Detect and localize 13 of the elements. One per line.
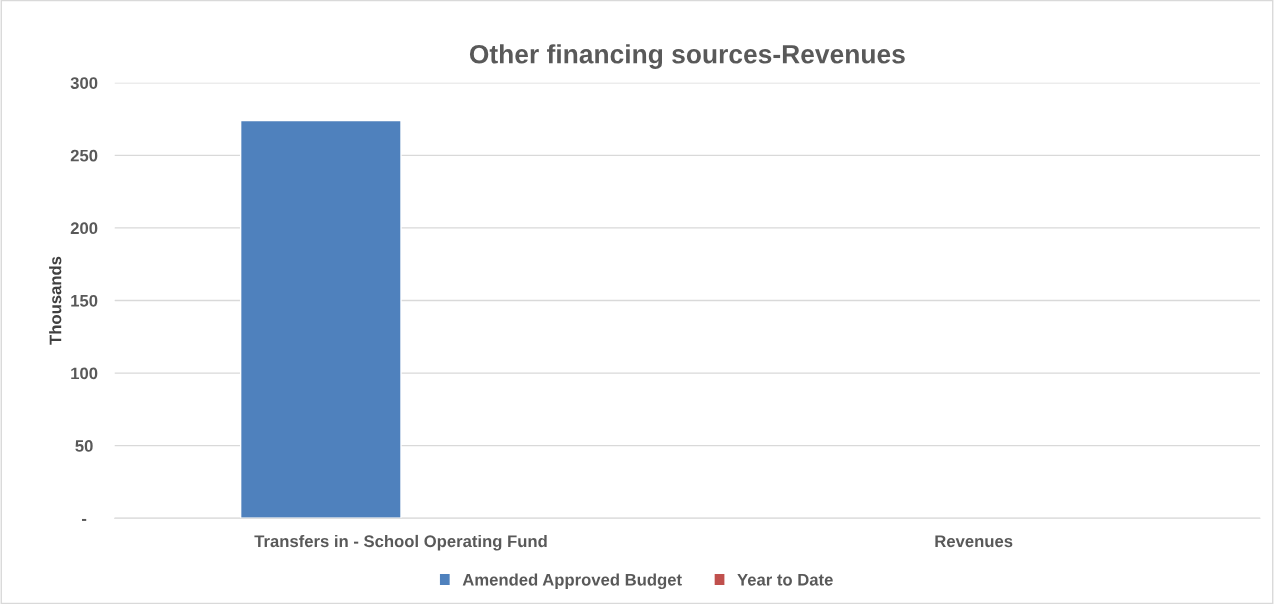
y-tick-label: 50 — [75, 440, 93, 452]
y-tick-label: - — [81, 518, 87, 521]
y-tick-label: 100 — [71, 367, 98, 380]
y-tick-label: 300 — [70, 77, 98, 89]
y-tick-label: 200 — [70, 222, 98, 235]
legend-label: Year to Date — [737, 574, 833, 586]
y-tick-label: 250 — [70, 149, 98, 162]
chart-title: Other financing sources-Revenues — [469, 44, 905, 69]
x-tick-label: Transfers in - School Operating Fund — [254, 534, 547, 551]
legend-label: Amended Approved Budget — [462, 573, 682, 589]
y-tick-label: 150 — [71, 294, 98, 307]
y-axis-title: Thousands — [49, 256, 62, 345]
x-tick-label: Revenues — [935, 535, 1013, 548]
